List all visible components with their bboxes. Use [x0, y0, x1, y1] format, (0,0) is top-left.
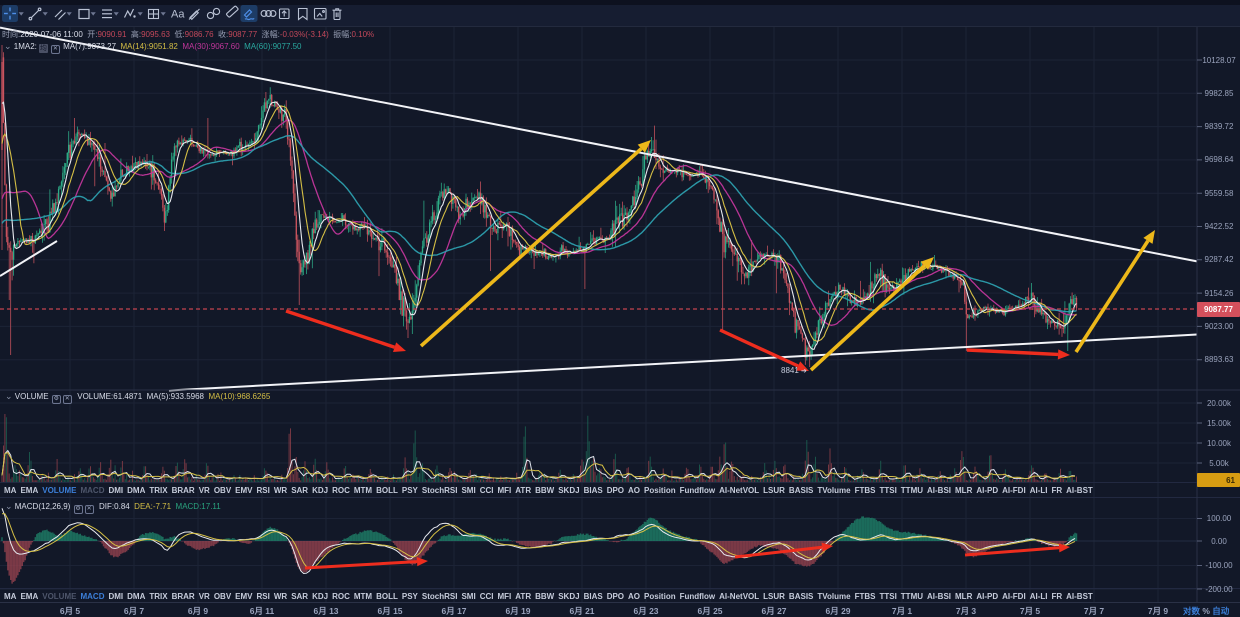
svg-text:Aa: Aa — [171, 9, 185, 21]
